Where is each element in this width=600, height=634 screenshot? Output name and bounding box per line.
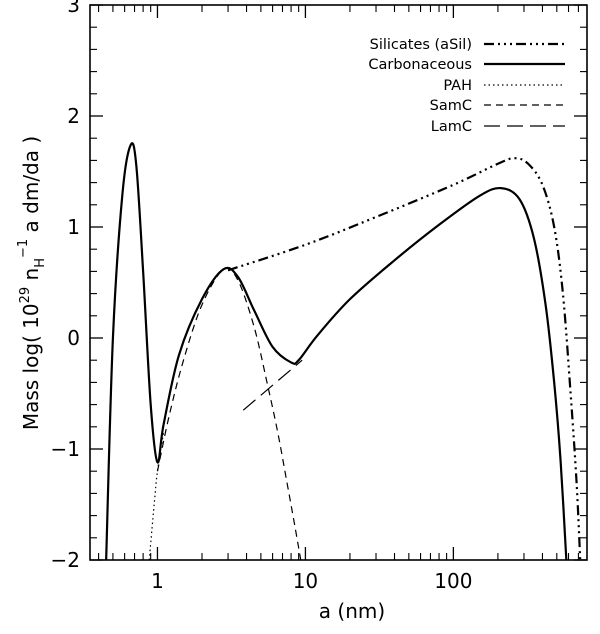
y-title-prefix: Mass log( 10 [19, 303, 43, 430]
y-tick-label: 3 [67, 0, 80, 17]
plot-border [89, 4, 588, 561]
legend-label: LamC [431, 119, 472, 135]
x-tick-label: 1 [151, 569, 164, 593]
plot-frame [89, 4, 588, 561]
series-lines [105, 142, 582, 561]
x-tick-label: 10 [293, 569, 318, 593]
axis-ticks [90, 4, 587, 561]
y-tick-label: 2 [67, 104, 80, 128]
series-line-pah [148, 432, 165, 561]
y-axis-title: Mass log( 1029 nH−1 a dm/da ) [16, 136, 48, 430]
y-tick-label: 1 [67, 215, 80, 239]
series-line-lamc [242, 359, 303, 411]
y-tick-label: −2 [51, 548, 80, 572]
series-line-carbonaceous [105, 142, 568, 561]
series-line-silicates-asil [227, 157, 582, 561]
legend: Silicates (aSil) Carbonaceous PAH SamC LamC [368, 37, 565, 135]
y-title-suffix: a dm/da ) [19, 136, 43, 239]
y-tick-label: −1 [51, 437, 80, 461]
legend-label: PAH [443, 78, 472, 94]
legend-label: SamC [430, 98, 472, 114]
y-title-sup1: 29 [18, 287, 33, 304]
legend-label: Carbonaceous [368, 57, 472, 73]
y-title-mid: n [19, 268, 43, 287]
legend-label: Silicates (aSil) [370, 37, 472, 53]
y-title-sup2: −1 [16, 239, 31, 258]
y-tick-label: 0 [67, 326, 80, 350]
y-title-sub: H [33, 258, 48, 268]
series-line-samc [156, 267, 302, 561]
x-axis-title: a (nm) [319, 599, 385, 623]
x-tick-label: 100 [434, 569, 472, 593]
tick-labels: 1 10 100 −2 −1 0 1 2 3 [51, 0, 473, 593]
